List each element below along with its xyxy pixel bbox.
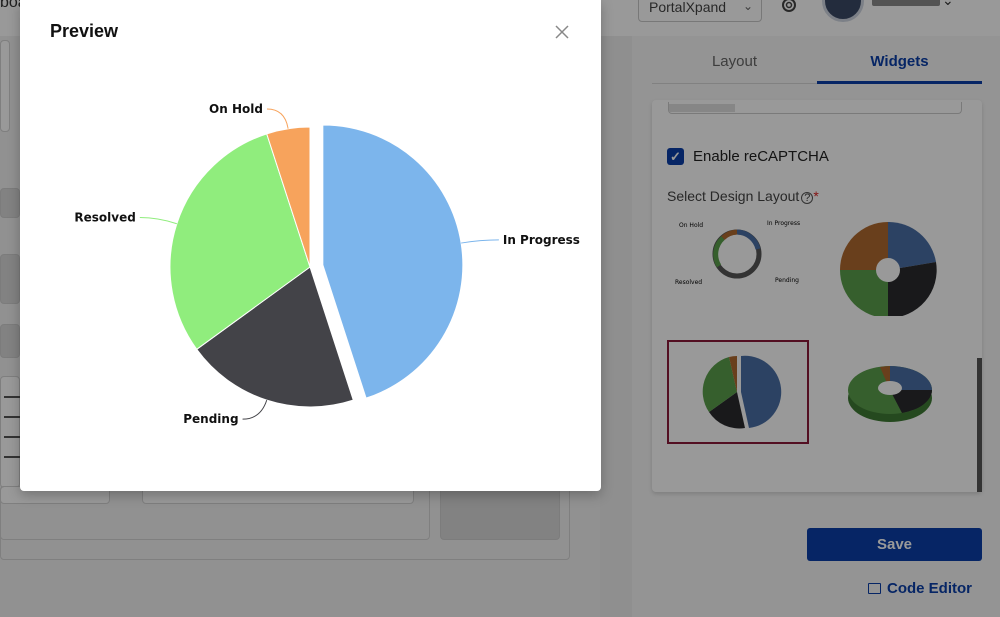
pie-slice-resolved[interactable] bbox=[169, 133, 311, 350]
pie-connector bbox=[242, 399, 268, 420]
required-marker: * bbox=[813, 188, 819, 204]
pie-label: Pending bbox=[183, 412, 238, 426]
design-layout-label: Select Design Layout? * bbox=[667, 188, 819, 204]
tab-layout[interactable]: Layout bbox=[711, 53, 758, 70]
breadcrumb[interactable]: boa bbox=[0, 0, 27, 11]
help-icon[interactable]: ? bbox=[801, 192, 814, 204]
canvas-line bbox=[4, 416, 20, 418]
user-name-redacted bbox=[872, 0, 940, 6]
canvas-line bbox=[4, 456, 20, 458]
modal-title: Preview bbox=[50, 21, 119, 41]
thumb-label: In Progress bbox=[767, 220, 800, 227]
scrollbar-thumb[interactable] bbox=[669, 104, 735, 112]
tab-widgets[interactable]: Widgets bbox=[817, 46, 982, 84]
thumb-label: On Hold bbox=[679, 222, 703, 229]
thumb-label: Pending bbox=[775, 277, 799, 284]
pie-slice-pending[interactable] bbox=[196, 266, 354, 408]
layout-option-ring[interactable]: On Hold In Progress Resolved Pending bbox=[667, 212, 809, 316]
panel-gutter bbox=[600, 36, 632, 617]
code-editor-link[interactable]: Code Editor bbox=[868, 580, 972, 597]
pie-label: In Progress bbox=[503, 233, 580, 247]
portal-select[interactable]: PortalXpand ⌄ bbox=[638, 0, 762, 22]
ring-thumbnail: On Hold In Progress Resolved Pending bbox=[675, 220, 800, 286]
canvas-placeholder bbox=[0, 188, 20, 218]
canvas-placeholder bbox=[0, 324, 20, 358]
pie-exploded-thumbnail bbox=[702, 355, 782, 429]
design-layout-text: Select Design Layout bbox=[667, 188, 800, 204]
user-menu-chevron-icon[interactable]: ⌄ bbox=[942, 0, 954, 8]
recaptcha-row: ✓ Enable reCAPTCHA bbox=[667, 146, 829, 166]
horizontal-scrollbar[interactable] bbox=[668, 102, 962, 114]
layout-option-donut-exploded[interactable] bbox=[818, 212, 960, 319]
pie-label: On Hold bbox=[209, 102, 263, 116]
pie-slice-on-hold[interactable] bbox=[266, 126, 311, 268]
canvas-placeholder bbox=[440, 486, 560, 540]
donut-exploded-thumbnail bbox=[840, 221, 937, 319]
canvas-line bbox=[4, 396, 20, 398]
layout-option-donut-3d[interactable] bbox=[818, 340, 960, 444]
recaptcha-label: Enable reCAPTCHA bbox=[693, 147, 829, 165]
canvas-line bbox=[4, 436, 20, 438]
canvas-placeholder bbox=[0, 254, 20, 304]
pie-slice-in-progress[interactable] bbox=[322, 124, 464, 399]
code-editor-label: Code Editor bbox=[887, 580, 972, 597]
donut-3d-thumbnail bbox=[848, 366, 932, 422]
settings-tabs: Layout Widgets bbox=[652, 46, 982, 84]
pie-label: Resolved bbox=[74, 211, 135, 225]
preview-modal: Preview In Progress Pending Resolved On Hol… bbox=[20, 0, 601, 491]
thumb-label: Resolved bbox=[675, 279, 702, 286]
gear-icon[interactable] bbox=[778, 0, 800, 16]
pie-chart: In Progress Pending Resolved On Hold bbox=[74, 102, 580, 426]
chevron-down-icon: ⌄ bbox=[742, 0, 753, 13]
pie-connector bbox=[461, 239, 499, 244]
vertical-scrollbar[interactable] bbox=[977, 358, 982, 492]
portal-select-value: PortalXpand bbox=[649, 0, 727, 15]
code-editor-icon bbox=[868, 583, 881, 594]
layout-option-pie-exploded[interactable] bbox=[667, 340, 809, 444]
canvas-placeholder bbox=[0, 40, 10, 132]
close-icon[interactable] bbox=[554, 24, 570, 40]
save-button[interactable]: Save bbox=[807, 528, 982, 561]
pie-connector bbox=[266, 108, 289, 129]
recaptcha-checkbox[interactable]: ✓ bbox=[667, 147, 684, 165]
pie-connector bbox=[139, 217, 178, 225]
